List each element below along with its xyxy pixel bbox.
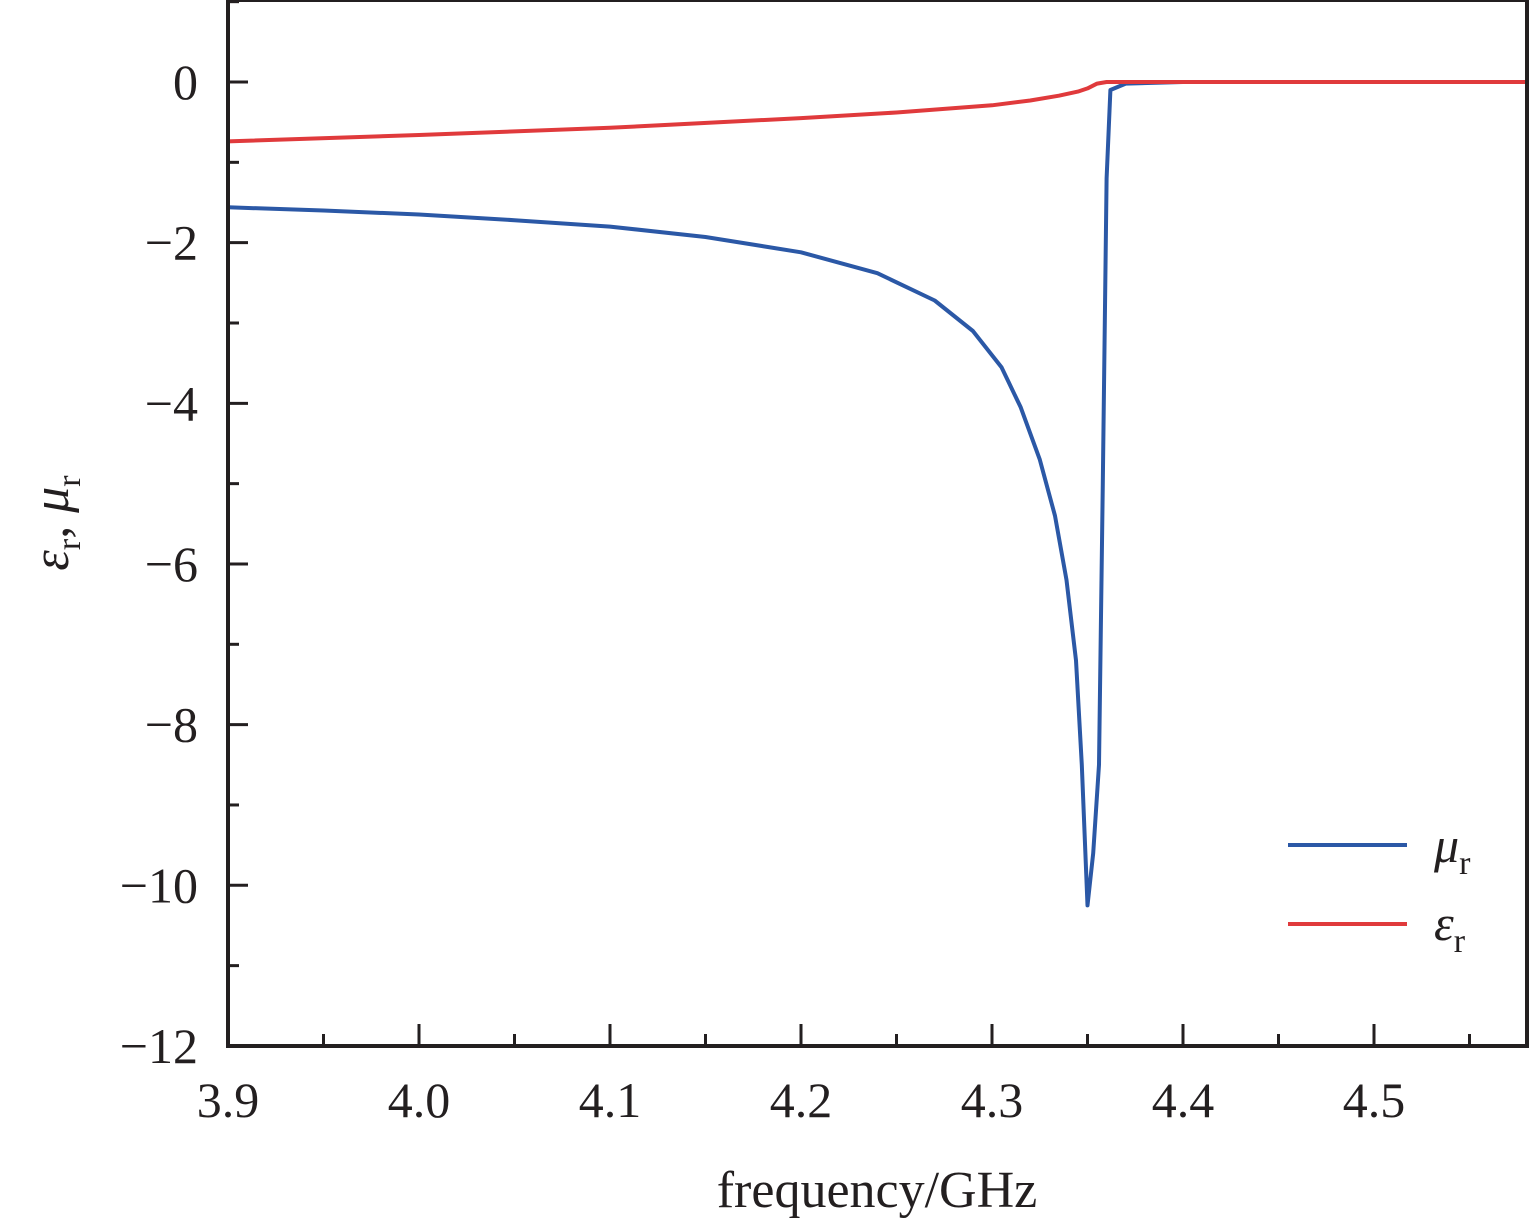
y-tick-label: −10	[120, 857, 198, 913]
y-tick-label: 0	[173, 54, 198, 110]
ticks-layer: 3.9 4.0 4.1 4.2 4.3 4.4 4.5 0 −2 −4 −6 −8 −10 −12	[120, 0, 1471, 1128]
series-line-1	[227, 80, 1527, 144]
x-axis-title: frequency/GHz	[717, 1162, 1038, 1219]
y-axis-title-part1: ε	[23, 550, 80, 571]
x-tick-label: 3.9	[197, 1072, 260, 1128]
legend-label-eps: εr	[1434, 895, 1466, 960]
legend: μr εr	[1288, 817, 1471, 960]
y-axis-title: εr, μr	[23, 475, 88, 571]
y-axis-title-sep: ,	[23, 513, 80, 539]
x-tick-label: 4.2	[770, 1072, 833, 1128]
y-tick-label: −6	[145, 536, 198, 592]
legend-label-mu-sub: r	[1459, 845, 1471, 882]
plot-frame	[226, 0, 1529, 1048]
y-tick-label: −2	[145, 215, 198, 271]
y-axis-title-sub2: r	[51, 475, 88, 487]
legend-label-mu: μr	[1433, 817, 1471, 882]
y-tick-label: −8	[145, 697, 198, 753]
y-axis-title-part2: μ	[23, 487, 80, 514]
x-tick-label: 4.0	[388, 1072, 451, 1128]
x-tick-label: 4.5	[1343, 1072, 1406, 1128]
x-tick-label: 4.3	[961, 1072, 1024, 1128]
y-axis-title-sub1: r	[51, 538, 88, 550]
series-layer	[227, 80, 1527, 908]
x-tick-label: 4.1	[579, 1072, 642, 1128]
series-line-0	[227, 80, 1527, 908]
y-tick-label: −12	[120, 1018, 198, 1074]
legend-label-eps-sub: r	[1454, 923, 1466, 960]
x-tick-label: 4.4	[1152, 1072, 1215, 1128]
y-tick-label: −4	[145, 375, 198, 431]
legend-label-eps-main: ε	[1434, 895, 1454, 951]
legend-label-mu-main: μ	[1433, 817, 1459, 873]
